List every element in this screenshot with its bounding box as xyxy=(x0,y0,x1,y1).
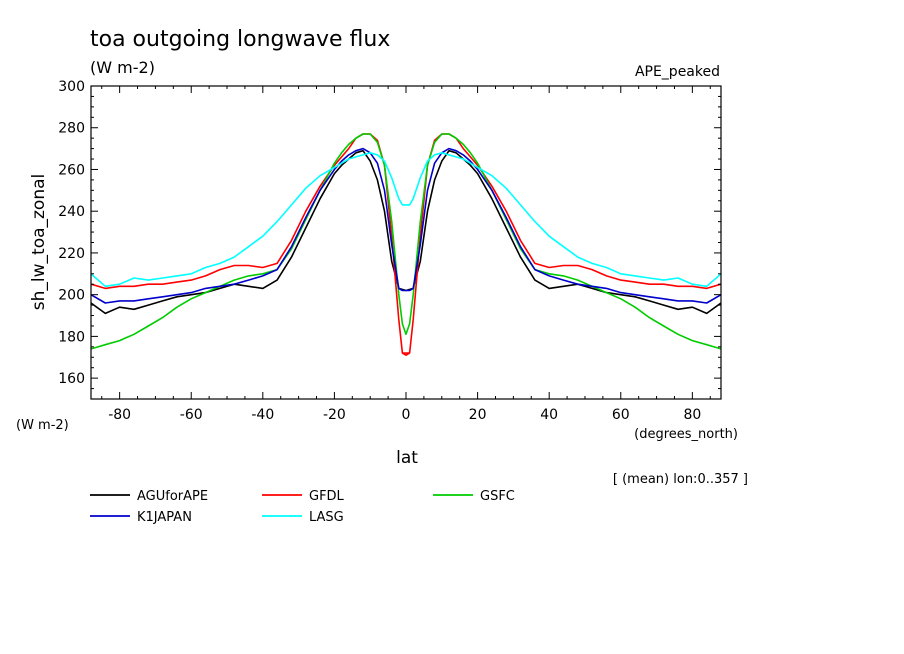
x-tick-label: 80 xyxy=(683,407,701,423)
y-tick-label: 300 xyxy=(58,79,85,95)
x-tick-label: 40 xyxy=(540,407,558,423)
y-tick-label: 280 xyxy=(58,121,85,137)
series-line-4 xyxy=(91,152,721,288)
plot-frame xyxy=(90,85,722,400)
y-tick-label: 220 xyxy=(58,246,85,262)
x-tick-label: -20 xyxy=(323,407,346,423)
x-tick-label: -60 xyxy=(180,407,203,423)
legend-label-1: GFDL xyxy=(309,489,345,504)
x-axis-label: lat xyxy=(396,448,418,468)
series-line-1 xyxy=(91,133,721,356)
x-tick-label: -80 xyxy=(108,407,131,423)
series-line-2 xyxy=(91,133,721,350)
y-tick-label: 240 xyxy=(58,204,85,220)
x-axis-units: (degrees_north) xyxy=(634,427,738,442)
x-tick-label: 0 xyxy=(402,407,411,423)
x-tick-label: 60 xyxy=(612,407,630,423)
axes-layer: -80 -60 -40 -20 0 20 40 60 80 160 180 200 220 240 260 2… xyxy=(58,79,722,423)
x-tick-label: -40 xyxy=(251,407,274,423)
y-tick-label: 180 xyxy=(58,329,85,345)
y-tick-label: 200 xyxy=(58,288,85,304)
chart-subtitle: (W m-2) xyxy=(90,58,155,77)
experiment-label: APE_peaked xyxy=(635,64,720,80)
x-tick-label: 20 xyxy=(469,407,487,423)
averaging-note: [ (mean) lon:0..357 ] xyxy=(613,472,748,487)
y-tick-label: 160 xyxy=(58,371,85,387)
legend-label-2: GSFC xyxy=(480,489,515,504)
series-layer xyxy=(91,133,721,356)
series-line-0 xyxy=(91,149,721,315)
y-axis-units: (W m-2) xyxy=(16,418,69,433)
legend: AGUforAPE GFDL GSFC K1JAPAN LASG xyxy=(90,489,515,525)
y-axis-label: sh_lw_toa_zonal xyxy=(29,174,49,310)
legend-label-4: LASG xyxy=(309,510,344,525)
y-tick-label: 260 xyxy=(58,162,85,178)
legend-label-0: AGUforAPE xyxy=(137,489,208,504)
legend-label-3: K1JAPAN xyxy=(137,510,192,525)
series-line-3 xyxy=(91,147,721,304)
chart-title: toa outgoing longwave flux xyxy=(90,27,390,52)
